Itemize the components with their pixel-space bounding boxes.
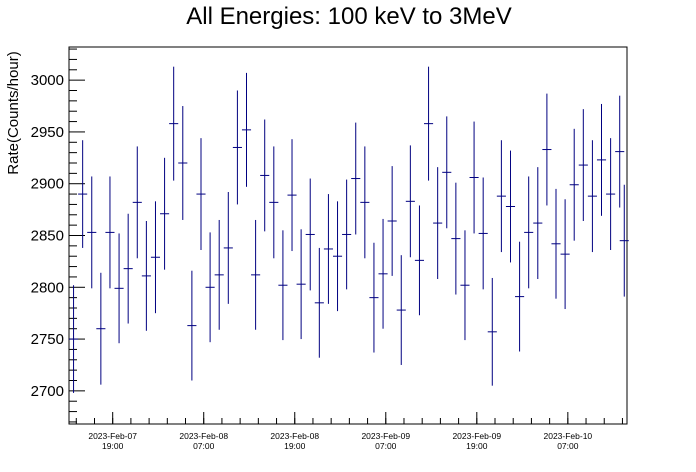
data-point [296,229,306,340]
data-point [69,285,79,393]
data-point [187,270,197,381]
data-point [524,176,534,289]
data-point [323,194,333,304]
x-tick-time-label: 07:00 [375,441,397,451]
data-point [596,103,607,216]
x-tick-date-label: 2023-Feb-10 [543,431,592,441]
y-tick-label: 2800 [31,279,64,296]
data-point [78,140,88,248]
data-point [160,157,170,270]
data-point [478,177,488,290]
data-point [123,213,133,324]
y-tick-label: 3000 [31,72,64,89]
data-point [232,90,242,205]
x-tick-date-label: 2023-Feb-07 [88,431,137,441]
data-point [332,201,343,312]
data-point [114,233,124,344]
data-point [569,128,579,241]
data-point [560,199,570,310]
data-point [287,139,297,252]
data-point [387,166,397,276]
data-point [619,184,629,297]
data-point [260,119,270,232]
data-points [69,66,629,393]
y-axis-ticks: 2700 2750 2800 2850 2900 2950 3000 [31,48,85,423]
data-point [451,182,461,295]
x-tick-date-label: 2023-Feb-09 [361,431,410,441]
x-tick-time-label: 07:00 [193,441,215,451]
data-point [542,93,552,206]
x-axis-ticks: 2023-Feb-0719:002023-Feb-0807:002023-Feb… [75,412,623,451]
data-point [587,140,597,253]
x-tick-time-label: 19:00 [466,441,488,451]
data-point [405,145,415,258]
data-point [214,219,224,330]
data-point [551,188,561,299]
data-point [496,140,506,253]
data-point [351,122,361,235]
plot-frame [68,46,628,425]
y-tick-label: 2900 [31,176,64,193]
data-point [414,205,425,316]
y-tick-label: 2950 [31,124,64,141]
y-axis-label: Rate(Counts/hour) [5,51,22,174]
x-tick-date-label: 2023-Feb-08 [270,431,319,441]
data-point [469,121,479,234]
x-tick-time-label: 19:00 [284,441,306,451]
data-point [606,138,616,250]
data-point [505,150,516,263]
data-point [578,109,588,221]
data-point [87,176,97,289]
x-tick-date-label: 2023-Feb-08 [179,431,228,441]
data-point [424,66,434,181]
data-point [205,232,215,343]
data-point [487,277,497,386]
data-point [515,241,525,352]
y-tick-label: 2700 [31,383,64,400]
x-tick-time-label: 19:00 [102,441,124,451]
data-point [223,192,233,304]
data-point [241,72,252,187]
data-point [369,242,379,353]
data-point [178,106,188,220]
chart-title: All Energies: 100 keV to 3MeV [186,3,512,30]
data-point [433,167,443,279]
data-point [132,146,142,259]
data-point [378,218,388,329]
data-point [396,255,406,365]
data-point [269,146,279,259]
data-point [360,146,370,259]
data-point [150,201,161,314]
y-tick-label: 2750 [31,331,64,348]
data-point [305,178,315,291]
y-tick-label: 2850 [31,228,64,245]
data-point [460,230,470,341]
data-point [314,247,324,358]
data-point [96,272,106,385]
data-point [615,95,625,208]
data-point [342,179,352,290]
x-tick-time-label: 07:00 [557,441,579,451]
data-point [533,167,543,279]
data-point [196,138,206,250]
x-tick-date-label: 2023-Feb-09 [452,431,501,441]
data-point [141,221,151,331]
data-point [169,66,179,181]
data-point [278,230,288,341]
data-point [251,219,261,330]
data-point [105,176,115,289]
data-point [442,116,452,229]
